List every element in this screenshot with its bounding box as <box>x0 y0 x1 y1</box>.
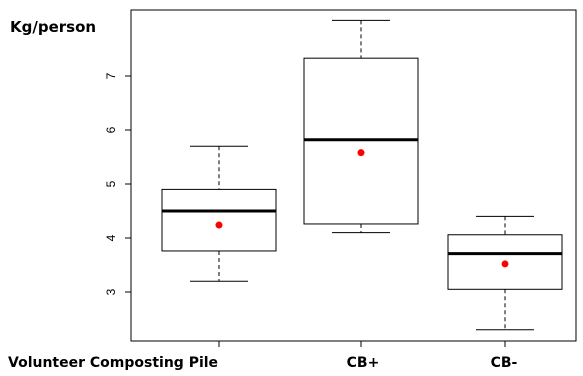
mean-marker <box>357 149 365 157</box>
x-category-label: CB+ <box>347 355 380 371</box>
x-category-label: CB- <box>491 355 518 371</box>
y-tick-label: 7 <box>104 72 118 79</box>
mean-marker <box>501 260 509 268</box>
box-group <box>447 215 563 347</box>
y-tick-label: 4 <box>104 234 118 241</box>
boxes <box>161 19 563 347</box>
y-tick-label: 3 <box>104 288 118 295</box>
x-axis-labels: Volunteer Composting Pile CB+ CB- <box>8 355 518 371</box>
mean-marker <box>215 221 223 229</box>
plot-frame <box>130 9 577 342</box>
y-axis-label: Kg/person <box>10 18 96 36</box>
y-axis: 3 4 5 6 7 <box>104 72 131 295</box>
y-tick-label: 6 <box>104 126 118 133</box>
box-group <box>303 19 419 347</box>
x-category-label: Volunteer Composting Pile <box>8 355 218 371</box>
y-tick-label: 5 <box>104 180 118 187</box>
box-group <box>161 145 277 347</box>
iqr-box <box>161 188 277 252</box>
